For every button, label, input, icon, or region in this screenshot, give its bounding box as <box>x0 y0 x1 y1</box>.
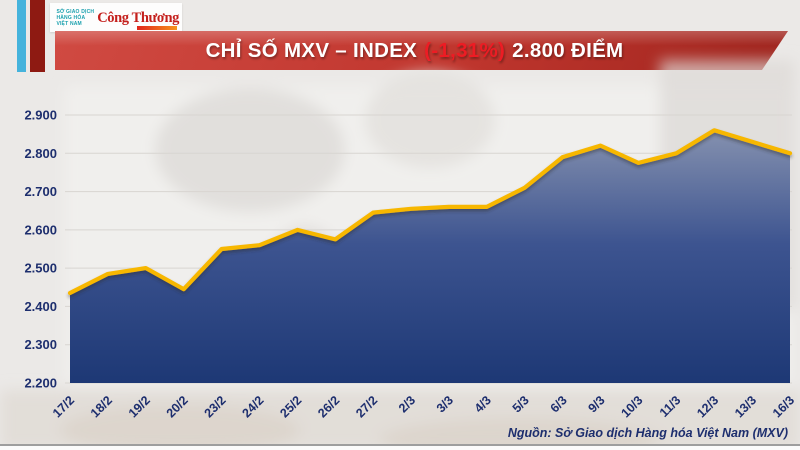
congthuong-logo: Công Thương <box>97 9 179 30</box>
logo-box: SỞ GIAO DỊCH HÀNG HÓA VIỆT NAM Công Thươ… <box>50 3 182 32</box>
bottom-divider <box>0 444 800 446</box>
congthuong-logo-text: Công Thương <box>97 9 179 26</box>
org-line-3: VIỆT NAM <box>56 20 82 27</box>
left-accent-stripe-cyan <box>17 0 26 72</box>
y-tick-label: 2.400 <box>24 299 57 314</box>
index-line <box>67 128 793 296</box>
chart-title-prefix: CHỈ SỐ MXV – INDEX <box>205 38 418 62</box>
y-tick-label: 2.500 <box>24 261 57 276</box>
chart-title-value: 2.800 ĐIỂM <box>512 38 624 62</box>
y-tick-label: 2.700 <box>24 184 57 199</box>
org-line-1: SỞ GIAO DỊCH <box>56 8 95 15</box>
mxv-org-name: SỞ GIAO DỊCH HÀNG HÓA VIỆT NAM <box>56 9 94 27</box>
y-axis-labels: 2.200 2.300 2.400 2.500 2.600 2.700 2.800 2.900 <box>24 108 57 391</box>
y-tick-label: 2.600 <box>24 222 57 237</box>
chart-title-change: (-1,31%) <box>424 38 506 62</box>
org-line-2: HÀNG HÓA <box>56 14 86 21</box>
title-banner: CHỈ SỐ MXV – INDEX (-1,31%) 2.800 ĐIỂM <box>55 31 788 70</box>
congthuong-logo-bar <box>137 25 177 30</box>
index-area-fill <box>70 130 790 383</box>
y-tick-label: 2.800 <box>24 146 57 161</box>
y-tick-label: 2.300 <box>24 337 57 352</box>
source-note: Nguồn: Sở Giao dịch Hàng hóa Việt Nam (M… <box>507 426 788 440</box>
left-accent-stripe-darkred <box>30 0 45 72</box>
chart-title: CHỈ SỐ MXV – INDEX (-1,31%) 2.800 ĐIỂM <box>206 39 624 63</box>
y-tick-label: 2.900 <box>24 108 57 123</box>
bottom-margin <box>0 446 800 450</box>
y-tick-label: 2.200 <box>24 376 57 391</box>
